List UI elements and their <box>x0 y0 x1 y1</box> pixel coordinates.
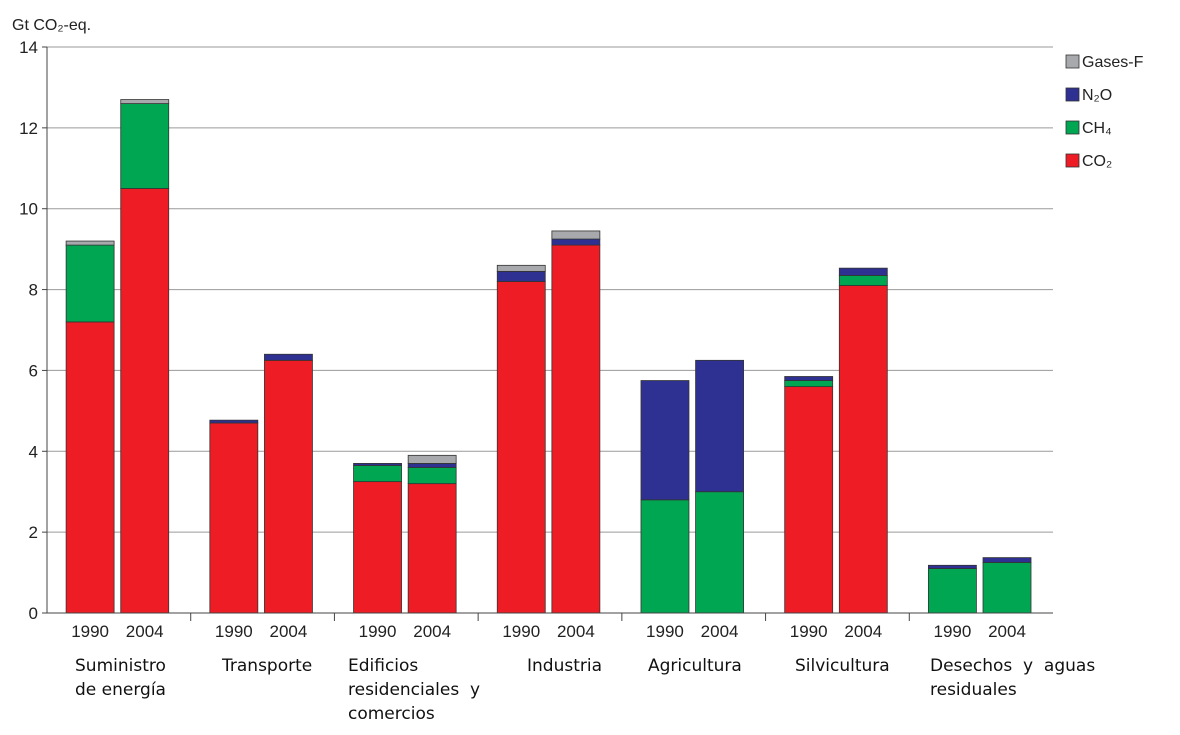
legend-label: Gases-F <box>1082 54 1144 71</box>
bar-segment <box>496 281 546 614</box>
y-tick-label: 8 <box>29 281 38 300</box>
x-year-label: 2004 <box>557 622 595 641</box>
bar-segment <box>695 491 744 614</box>
legend-swatch <box>1065 54 1080 69</box>
bar-segment <box>209 422 259 614</box>
category-label-line: Agricultura <box>648 656 742 676</box>
bar-segment <box>982 562 1032 614</box>
bar-segment <box>353 465 402 483</box>
x-year-label: 2004 <box>126 622 164 641</box>
bar-segment <box>65 321 115 614</box>
axes: 0 2 4 6 8 10 12 14 1990 2004 1990 2004 1990 2004 1990 2… <box>19 38 1053 641</box>
y-tick-label: 2 <box>29 523 38 542</box>
x-year-label: 1990 <box>646 622 684 641</box>
bar-segment <box>784 386 834 614</box>
category-label-line: Transporte <box>222 656 313 676</box>
legend-label: N₂O <box>1082 87 1112 104</box>
x-year-label: 1990 <box>71 622 109 641</box>
category-label: Suministro de energía <box>75 654 166 702</box>
category-label-line: Silvicultura <box>795 656 890 676</box>
bar-segment <box>551 238 601 246</box>
x-year-label: 2004 <box>413 622 451 641</box>
legend-swatch <box>1065 87 1080 102</box>
bar-segment <box>407 467 457 485</box>
y-tick-label: 14 <box>19 38 38 57</box>
category-label-line: Industria <box>527 656 603 676</box>
category-label-line: Desechos y aguas <box>930 656 1096 676</box>
category-label-line: residenciales y <box>348 680 481 700</box>
x-year-label: 1990 <box>215 622 253 641</box>
bar-segment <box>353 481 402 614</box>
bar-segment <box>65 240 115 246</box>
category-label-line: de energía <box>75 680 166 700</box>
category-label: Transporte <box>222 654 312 678</box>
bar-segment <box>982 557 1032 563</box>
x-year-label: 1990 <box>359 622 397 641</box>
bar-segment <box>65 244 115 323</box>
y-tick-label: 10 <box>19 200 38 219</box>
legend: Gases-F N₂O CH₄ CO₂ <box>1065 54 1144 170</box>
bar-segment <box>264 353 313 361</box>
bar-segment <box>551 230 601 240</box>
x-year-label: 2004 <box>988 622 1026 641</box>
y-tick-label: 4 <box>29 442 38 461</box>
category-label: Silvicultura <box>795 654 890 678</box>
x-year-label: 1990 <box>790 622 828 641</box>
bar-segment <box>264 359 313 614</box>
x-year-label: 2004 <box>844 622 882 641</box>
category-label: Agricultura <box>648 654 742 678</box>
category-label-line: Edificios <box>348 656 419 676</box>
x-year-label: 2004 <box>701 622 739 641</box>
legend-swatch <box>1065 120 1080 135</box>
category-label-line: Suministro <box>75 656 166 676</box>
bar-segment <box>640 499 690 614</box>
bar-segment <box>784 380 834 387</box>
bar-segment <box>695 359 744 493</box>
bar-segment <box>640 380 690 501</box>
bar-segment <box>496 264 546 272</box>
category-label: Edificios residenciales y comercios <box>348 654 480 726</box>
bar-segment <box>838 275 888 286</box>
legend-label: CH₄ <box>1082 120 1112 137</box>
category-label: Industria <box>527 654 602 678</box>
bar-segment <box>551 244 601 614</box>
bar-segment <box>496 270 546 282</box>
y-tick-label: 6 <box>29 361 38 380</box>
x-year-label: 1990 <box>502 622 540 641</box>
bar-segment <box>407 454 457 464</box>
bar-segment <box>407 463 457 468</box>
legend-swatch <box>1065 153 1080 168</box>
bar-segment <box>838 267 888 276</box>
category-label-line: comercios <box>348 704 435 724</box>
legend-label: CO₂ <box>1082 153 1112 170</box>
grid <box>47 46 1053 533</box>
bar-segment <box>928 568 977 614</box>
bar-segment <box>407 483 457 614</box>
bar-segment <box>120 99 170 105</box>
x-year-label: 1990 <box>933 622 971 641</box>
category-label-line: residuales <box>930 680 1017 700</box>
bar-segment <box>353 463 402 466</box>
category-label: Desechos y aguas residuales <box>930 654 1095 702</box>
x-year-label: 2004 <box>270 622 308 641</box>
bar-segment <box>209 419 259 424</box>
y-tick-label: 0 <box>29 604 38 623</box>
bar-segment <box>838 285 888 614</box>
y-tick-label: 12 <box>19 119 38 138</box>
y-axis-label: Gt CO₂-eq. <box>12 17 91 34</box>
bar-segment <box>784 376 834 381</box>
bar-segment <box>928 564 977 569</box>
bar-segment <box>120 103 170 189</box>
bars <box>65 99 1032 614</box>
bar-segment <box>120 188 170 614</box>
